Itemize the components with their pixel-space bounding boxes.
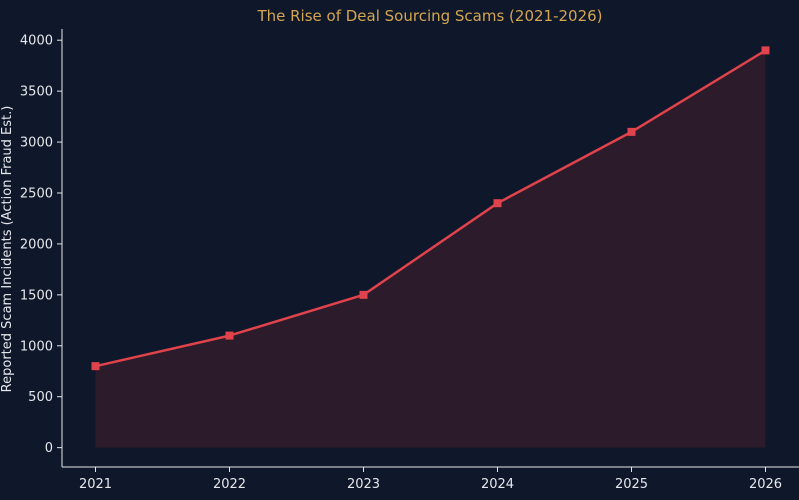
- x-tick-label: 2026: [749, 477, 782, 492]
- y-tick-label: 4000: [20, 34, 53, 49]
- y-tick-label: 1500: [20, 288, 53, 303]
- y-tick-label: 3000: [20, 136, 53, 151]
- data-point-marker: [225, 331, 234, 340]
- data-point-marker: [91, 362, 100, 371]
- x-tick-label: 2024: [481, 477, 514, 492]
- data-markers: [91, 46, 770, 371]
- y-tick-label: 1000: [20, 339, 53, 354]
- x-tick-label: 2022: [213, 477, 246, 492]
- x-tick-label: 2023: [347, 477, 380, 492]
- data-point-marker: [493, 199, 502, 208]
- axes: [61, 29, 799, 468]
- y-axis-ticks: 0 500 1000 1500 2000 2500 3000 3500 4000: [20, 34, 62, 456]
- series-line-layer: [94, 49, 767, 368]
- y-tick-label: 2500: [20, 186, 53, 201]
- y-tick-label: 0: [45, 441, 53, 456]
- chart-title: The Rise of Deal Sourcing Scams (2021-20…: [256, 7, 602, 25]
- data-point-marker: [627, 127, 636, 136]
- y-tick-label: 3500: [20, 85, 53, 100]
- data-point-marker: [761, 46, 770, 55]
- x-tick-label: 2021: [79, 477, 112, 492]
- y-tick-label: 2000: [20, 237, 53, 252]
- y-axis-label: Reported Scam Incidents (Action Fraud Es…: [0, 106, 15, 393]
- series-line: [94, 49, 767, 368]
- y-tick-label: 500: [28, 390, 53, 405]
- x-axis-ticks: 2021 2022 2023 2024 2025 2026: [79, 467, 782, 492]
- data-point-marker: [359, 290, 368, 299]
- x-tick-label: 2025: [615, 477, 648, 492]
